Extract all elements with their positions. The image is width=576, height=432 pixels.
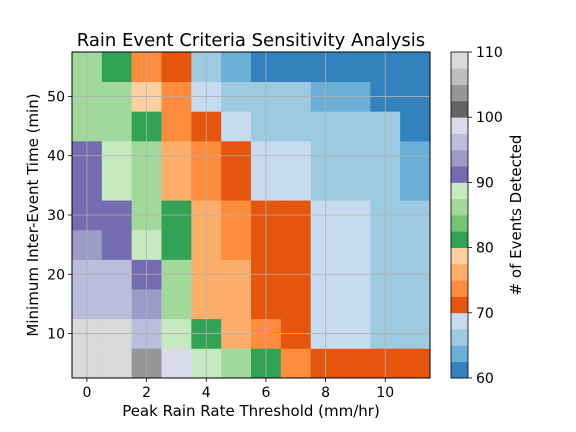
y-tick-label: 10 [47,327,65,343]
heatmap-cell [161,348,192,379]
colorbar-tick-label: 100 [476,110,503,126]
heatmap-cell [101,289,133,320]
colorbar-segment [451,117,468,134]
colorbar-segment [451,296,468,314]
colorbar-segment [451,166,468,183]
colorbar-segment [451,263,468,281]
heatmap-cell [280,229,312,260]
colorbar-segment [451,215,468,232]
colorbar-tick-label: 110 [476,45,503,61]
heatmap-cell [161,289,192,320]
colorbar-segment [451,329,468,346]
y-tick-label: 20 [47,267,65,283]
heatmap-cell [280,289,312,320]
heatmap-cell [101,348,133,379]
colorbar-tick-label: 70 [476,306,494,322]
heatmap-cell [400,52,431,83]
heatmap-cell [221,348,252,379]
colorbar-frame [450,51,469,379]
colorbar-segment [451,312,468,330]
heatmap-cell [161,170,192,201]
heatmap-cell [340,229,371,260]
heatmap-cell [400,229,431,260]
colorbar-segment [451,361,468,379]
heatmap-cell [400,170,431,201]
y-tick-label: 50 [47,89,65,105]
heatmap-cell [280,52,312,83]
heatmap-cell [340,289,371,320]
colorbar [450,51,469,379]
heatmap-cell [280,348,312,379]
x-tick-label: 4 [202,385,211,401]
colorbar-segment [451,68,468,85]
heatmap-cell [280,111,312,142]
colorbar-segment [451,280,468,297]
colorbar-segment [451,52,468,69]
x-tick-label: 8 [321,385,330,401]
heatmap-cell [101,111,133,142]
colorbar-segment [451,247,468,265]
heatmap-cell [340,52,371,83]
grid-lines [72,52,430,378]
heatmap-cell [221,229,252,260]
colorbar-ticks: 60 70 80 90 100 110 [468,45,503,387]
heatmap-cell [221,52,252,83]
heatmap-cell [340,111,371,142]
x-axis-ticks: 0 2 4 6 8 10 [82,378,394,401]
heatmap-cell [101,229,133,260]
y-tick-label: 40 [47,149,65,165]
colorbar-segment [451,198,468,216]
heatmap-cell [340,348,371,379]
heatmap-cell [161,111,192,142]
heatmap-cell [161,229,192,260]
heatmap-cell [400,348,431,379]
y-tick-label: 30 [47,208,65,224]
x-tick-label: 2 [142,385,151,401]
colorbar-label: # of Events Detected [507,135,525,296]
x-tick-label: 10 [376,385,394,401]
heatmap-cell [400,111,431,142]
y-axis-ticks: 10 20 30 40 50 [47,89,72,343]
colorbar-segment [451,345,468,363]
x-axis-label: Peak Rain Rate Threshold (mm/hr) [122,402,380,420]
colorbar-segment [451,231,468,248]
colorbar-segment [451,84,468,102]
heatmap-cell [161,52,192,83]
heatmap-cell [101,170,133,201]
heatmap-cell [101,52,133,83]
heatmap-cell [221,111,252,142]
colorbar-segment [451,133,468,151]
heatmap-cell [221,170,252,201]
colorbar-tick-label: 80 [476,241,494,257]
y-axis-label: Minimum Inter-Event Time (min) [24,93,42,336]
colorbar-tick-label: 90 [476,175,494,191]
heatmap-cell [400,289,431,320]
heatmap-cell [221,289,252,320]
heatmap-cell [280,170,312,201]
colorbar-segment [451,100,468,118]
colorbar-tick-label: 60 [476,371,494,387]
colorbar-segment [451,149,468,167]
chart-title: Rain Event Criteria Sensitivity Analysis [77,30,425,51]
x-tick-label: 0 [82,385,91,401]
colorbar-segment [451,182,468,200]
x-tick-label: 6 [261,385,270,401]
heatmap-cell [340,170,371,201]
